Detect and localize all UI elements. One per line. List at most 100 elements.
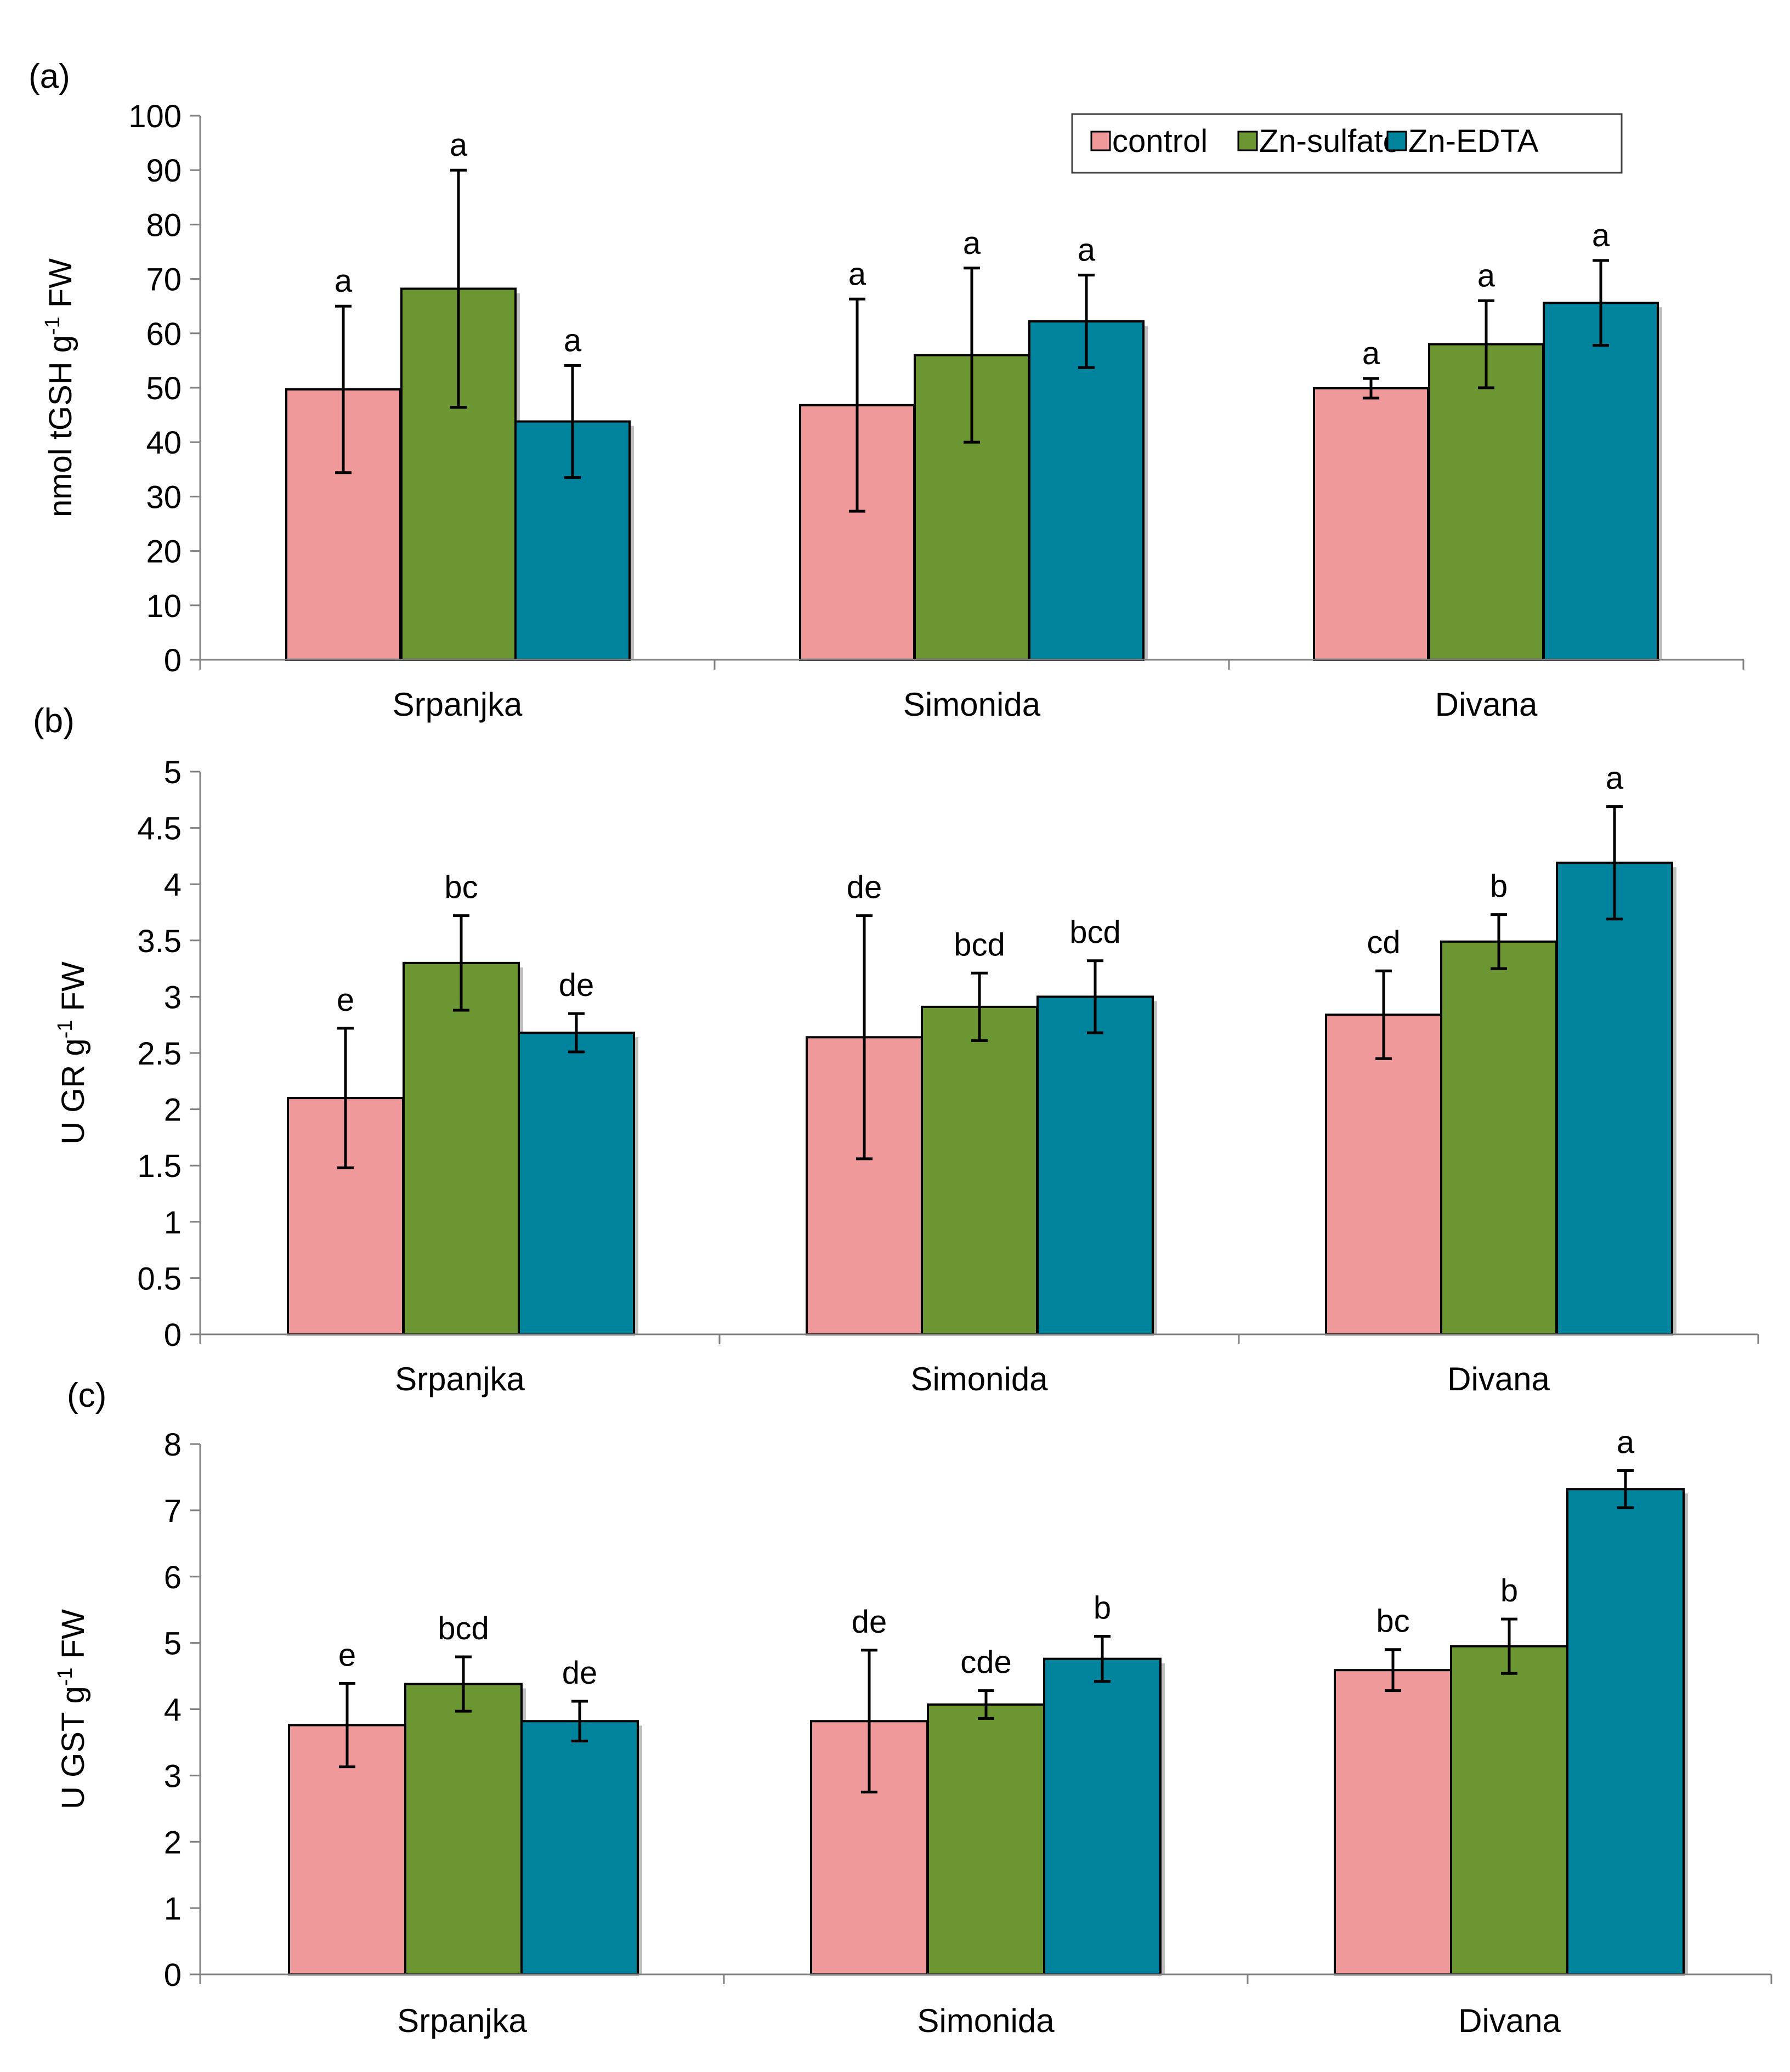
significance-letter: de bbox=[559, 967, 594, 1003]
bar-zn-edta-simonida bbox=[1036, 995, 1154, 1335]
y-tick-label: 90 bbox=[146, 153, 182, 189]
significance-letter: a bbox=[335, 263, 353, 299]
bar-zn-sulfate-srpanjka bbox=[403, 961, 520, 1335]
y-tick-label: 0.5 bbox=[137, 1261, 182, 1297]
significance-letter: a bbox=[1078, 233, 1096, 268]
y-axis-label: nmol tGSH g-1 FW bbox=[41, 258, 78, 517]
significance-letter: a bbox=[963, 225, 981, 261]
bar-control-divana bbox=[1313, 387, 1429, 661]
x-tick-label: Srpanjka bbox=[395, 1361, 525, 1397]
y-tick-label: 6 bbox=[164, 1560, 182, 1595]
significance-letter: b bbox=[1094, 1590, 1111, 1626]
y-tick-label: 4.5 bbox=[137, 811, 182, 847]
legend: control Zn-sulfate Zn-EDTA bbox=[1071, 113, 1623, 174]
x-tick-label: Divana bbox=[1447, 1361, 1550, 1397]
y-axis-label-superscript: -1 bbox=[54, 1667, 77, 1686]
bar-zn-sulfate-divana bbox=[1428, 343, 1544, 661]
y-tick-label: 0 bbox=[164, 1957, 182, 1993]
y-tick-label: 4 bbox=[164, 1692, 182, 1728]
y-tick-label: 40 bbox=[146, 425, 182, 461]
bar-control-divana bbox=[1325, 1014, 1442, 1336]
legend-swatch-control bbox=[1090, 131, 1111, 151]
bar-zn-edta-divana bbox=[1556, 862, 1673, 1336]
significance-letter: de bbox=[852, 1604, 887, 1640]
y-tick-label: 4 bbox=[164, 867, 182, 903]
y-axis-label-unit: FW bbox=[55, 961, 91, 1020]
y-axis-label: U GR g-1 FW bbox=[54, 961, 91, 1145]
y-tick-label: 1 bbox=[164, 1891, 182, 1927]
panel-label: (b) bbox=[33, 702, 75, 740]
x-tick-label: Simonida bbox=[910, 1361, 1048, 1397]
y-axis-label-superscript: -1 bbox=[54, 1020, 77, 1039]
bar-control-divana bbox=[1334, 1669, 1452, 1976]
y-axis-label: U GST g-1 FW bbox=[54, 1609, 91, 1809]
y-tick-label: 3 bbox=[164, 1758, 182, 1794]
y-tick-label: 3 bbox=[164, 980, 182, 1015]
bar-zn-sulfate-simonida bbox=[921, 1005, 1038, 1336]
y-axis-label-unit: FW bbox=[55, 1609, 91, 1668]
significance-letter: a bbox=[1592, 218, 1610, 253]
panel-label: (a) bbox=[29, 58, 70, 95]
legend-label: Zn-EDTA bbox=[1408, 123, 1539, 159]
bar-zn-sulfate-divana bbox=[1450, 1645, 1568, 1975]
significance-letter: cde bbox=[960, 1645, 1012, 1680]
y-axis-label-main: nmol tGSH g bbox=[43, 335, 78, 517]
bar-zn-sulfate-srpanjka bbox=[404, 1683, 523, 1975]
significance-letter: cd bbox=[1367, 925, 1400, 960]
y-tick-label: 70 bbox=[146, 262, 182, 298]
chart-panel-2: (b) 0 0.5 1 1.5 2 2.5 3 3.5 4 4.5 5 U GR g-1 FW e de cd… bbox=[33, 702, 1759, 1397]
x-tick-label: Simonida bbox=[917, 2002, 1055, 2039]
bar-zn-sulfate-divana bbox=[1440, 940, 1557, 1336]
panel-label: (c) bbox=[67, 1377, 106, 1414]
y-tick-label: 50 bbox=[146, 371, 182, 406]
significance-letter: de bbox=[562, 1655, 598, 1691]
x-tick-label: Srpanjka bbox=[393, 686, 523, 723]
bar-zn-edta-simonida bbox=[1043, 1657, 1162, 1975]
bar-zn-edta-simonida bbox=[1028, 320, 1145, 661]
legend-label: control bbox=[1112, 123, 1208, 159]
y-tick-label: 5 bbox=[164, 1626, 182, 1662]
y-tick-label: 0 bbox=[164, 643, 182, 678]
y-axis-label-superscript: -1 bbox=[41, 316, 64, 335]
y-tick-label: 8 bbox=[164, 1427, 182, 1463]
bar-zn-edta-divana bbox=[1566, 1488, 1685, 1976]
legend-swatch-zn-edta bbox=[1386, 131, 1407, 151]
significance-letter: a bbox=[450, 127, 468, 163]
bar-zn-edta-divana bbox=[1543, 302, 1659, 661]
significance-letter: bcd bbox=[954, 927, 1005, 963]
legend-label: Zn-sulfate bbox=[1259, 123, 1401, 159]
legend-swatch-zn-sulfate bbox=[1237, 131, 1258, 151]
significance-letter: b bbox=[1500, 1573, 1518, 1609]
y-tick-label: 60 bbox=[146, 316, 182, 352]
x-tick-label: Srpanjka bbox=[397, 2002, 527, 2039]
chart-panel-1: (a) 0 10 20 30 40 50 60 70 80 90 100 nmol tGSH g-1 F… bbox=[29, 58, 1744, 723]
legend-box bbox=[1071, 113, 1623, 174]
significance-letter: e bbox=[338, 1637, 356, 1673]
significance-letter: bc bbox=[444, 870, 478, 905]
y-axis-label-unit: FW bbox=[43, 258, 78, 317]
significance-letter: bcd bbox=[438, 1611, 489, 1646]
significance-letter: a bbox=[848, 256, 866, 292]
y-tick-label: 1 bbox=[164, 1205, 182, 1241]
y-tick-label: 0 bbox=[164, 1317, 182, 1353]
significance-letter: e bbox=[337, 982, 354, 1018]
y-axis-label-main: U GST g bbox=[55, 1686, 91, 1809]
significance-letter: a bbox=[1606, 761, 1624, 796]
y-tick-label: 7 bbox=[164, 1493, 182, 1529]
significance-letter: b bbox=[1490, 869, 1508, 904]
x-tick-label: Divana bbox=[1435, 686, 1538, 723]
y-tick-label: 20 bbox=[146, 534, 182, 570]
significance-letter: a bbox=[1617, 1424, 1635, 1460]
y-tick-label: 10 bbox=[146, 588, 182, 624]
y-axis-label-main: U GR g bbox=[55, 1038, 91, 1144]
significance-letter: a bbox=[1477, 258, 1496, 293]
y-tick-label: 5 bbox=[164, 755, 182, 790]
x-tick-label: Divana bbox=[1458, 2002, 1561, 2039]
y-tick-label: 3.5 bbox=[137, 924, 182, 959]
y-tick-label: 30 bbox=[146, 479, 182, 515]
significance-letter: de bbox=[847, 870, 882, 905]
x-tick-label: Simonida bbox=[903, 686, 1041, 723]
y-tick-label: 2 bbox=[164, 1092, 182, 1128]
